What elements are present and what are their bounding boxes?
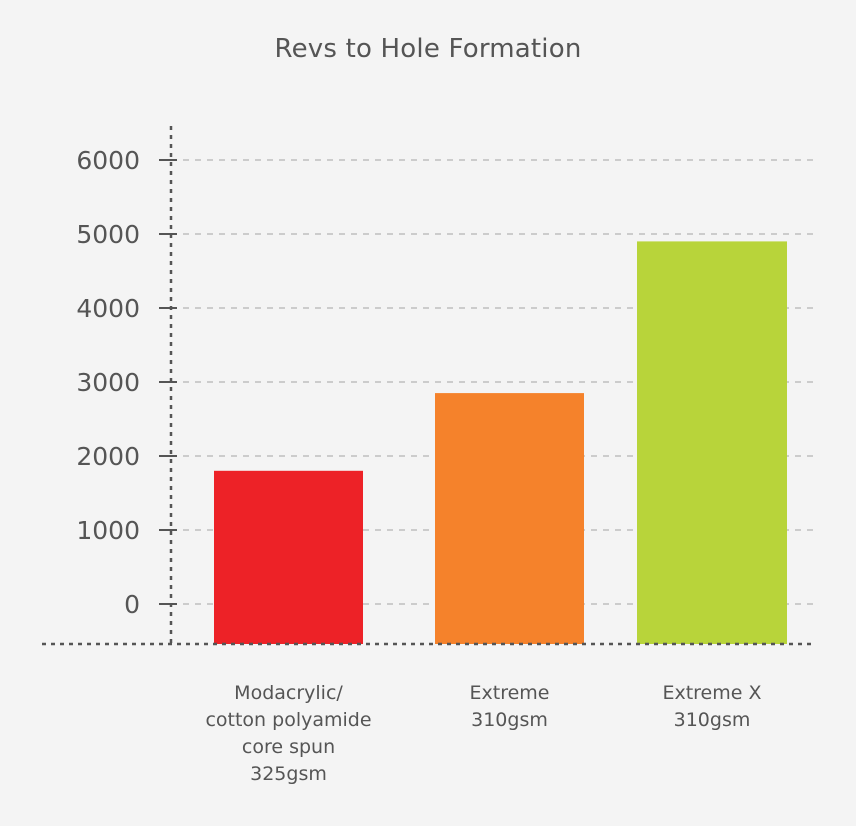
x-tick-label-line: 310gsm — [471, 709, 548, 731]
x-tick-label-line: Modacrylic/ — [234, 682, 343, 704]
y-tick-label: 6000 — [76, 146, 140, 175]
y-tick-label: 4000 — [76, 294, 140, 323]
x-tick-label-line: cotton polyamide — [205, 709, 372, 731]
x-tick-label-line: 310gsm — [673, 709, 751, 731]
chart-title: Revs to Hole Formation — [274, 34, 582, 64]
x-tick-label: Modacrylic/cotton polyamide core spun 325g… — [184, 680, 394, 788]
x-tick-label-line: Extreme X — [662, 682, 762, 704]
x-tick-label: Extreme 310gsm — [405, 680, 615, 734]
bar — [214, 470, 363, 644]
x-tick-label-line: Extreme — [469, 682, 550, 704]
x-tick-label-line: core spun — [241, 736, 336, 758]
x-tick-label: Extreme X 310gsm — [607, 680, 817, 734]
y-tick-label: 5000 — [76, 220, 140, 249]
bar — [435, 393, 584, 644]
y-tick-label: 3000 — [76, 368, 140, 397]
y-tick-label: 1000 — [76, 516, 140, 545]
y-tick-label: 0 — [124, 590, 140, 619]
x-tick-label-line: 325gsm — [250, 763, 327, 785]
bar — [637, 241, 787, 644]
y-tick-label: 2000 — [76, 442, 140, 471]
